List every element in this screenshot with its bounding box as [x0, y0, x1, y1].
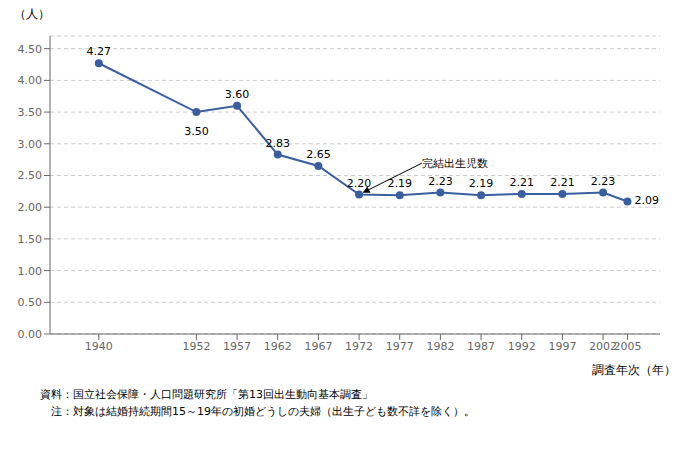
svg-text:3.50: 3.50 — [18, 106, 43, 119]
svg-text:1977: 1977 — [386, 340, 414, 353]
svg-text:1992: 1992 — [508, 340, 536, 353]
svg-text:0.00: 0.00 — [18, 328, 43, 341]
svg-text:4.50: 4.50 — [18, 43, 43, 56]
svg-text:1987: 1987 — [467, 340, 495, 353]
svg-text:2.09: 2.09 — [634, 194, 659, 207]
svg-text:1982: 1982 — [426, 340, 454, 353]
html-text:資料：国立社会保障・人口問題研究所「第13回出生動向基本調査: 資料：国立社会保障・人口問題研究所「第13回出生動向基本調査」 — [40, 388, 373, 401]
svg-text:2.23: 2.23 — [428, 175, 453, 188]
svg-text:3.00: 3.00 — [18, 138, 43, 151]
svg-text:1952: 1952 — [182, 340, 210, 353]
html-text:（人）: （人） — [14, 7, 50, 21]
svg-text:2.21: 2.21 — [550, 176, 575, 189]
svg-text:完結出生児数: 完結出生児数 — [422, 157, 488, 170]
svg-text:2.19: 2.19 — [387, 177, 412, 190]
svg-text:2.00: 2.00 — [18, 201, 43, 214]
html-text:調査年次（年）: 調査年次（年） — [592, 363, 676, 377]
svg-text:1940: 1940 — [85, 340, 113, 353]
svg-text:2.19: 2.19 — [469, 177, 494, 190]
svg-text:1972: 1972 — [345, 340, 373, 353]
svg-text:1962: 1962 — [264, 340, 292, 353]
svg-text:3.50: 3.50 — [184, 125, 209, 138]
svg-text:2005: 2005 — [613, 340, 641, 353]
svg-text:2.21: 2.21 — [509, 176, 534, 189]
svg-text:1967: 1967 — [304, 340, 332, 353]
svg-text:2002: 2002 — [589, 339, 618, 353]
svg-text:3.60: 3.60 — [225, 88, 250, 101]
svg-text:2.65: 2.65 — [306, 148, 331, 161]
svg-text:2.50: 2.50 — [18, 169, 43, 182]
svg-text:4.27: 4.27 — [87, 45, 112, 58]
svg-text:1997: 1997 — [548, 340, 576, 353]
svg-text:2.23: 2.23 — [591, 175, 616, 188]
svg-text:2.20: 2.20 — [347, 177, 372, 190]
svg-text:1.00: 1.00 — [18, 265, 43, 278]
svg-text:1957: 1957 — [223, 340, 251, 353]
svg-text:1.50: 1.50 — [18, 233, 43, 246]
svg-text:4.00: 4.00 — [18, 74, 43, 87]
svg-text:2.83: 2.83 — [265, 137, 290, 150]
html-text:注：対象は結婚持続期間15～19年の初婚どうしの夫婦（出生子: 注：対象は結婚持続期間15～19年の初婚どうしの夫婦（出生子ども数不詳を除く）。 — [40, 405, 475, 418]
svg-text:0.50: 0.50 — [18, 296, 43, 309]
